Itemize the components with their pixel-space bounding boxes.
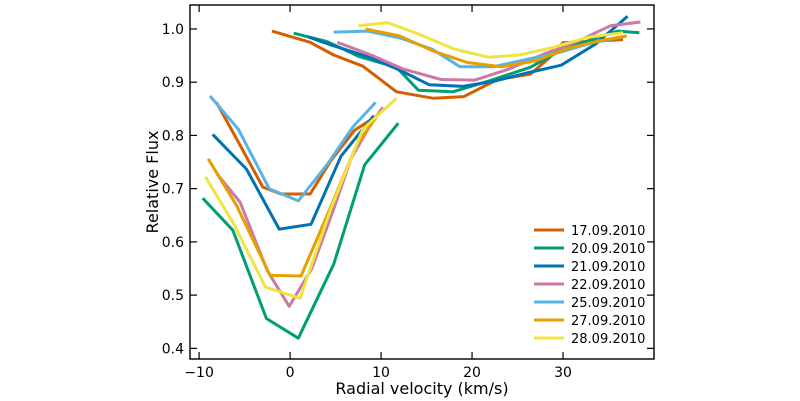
ticks-layer: −10 0 10 20 30 0.4 0.5 0.6 0.7 0.8 0.9 1.0 xyxy=(162,5,654,381)
x-tick-label: 10 xyxy=(372,365,390,381)
legend-label-4: 22.09.2010 xyxy=(571,278,645,293)
legend-label-6: 27.09.2010 xyxy=(571,314,645,329)
series-line-3-segment-1 xyxy=(211,114,375,231)
y-tick-label: 1.0 xyxy=(162,22,184,38)
plot-frame xyxy=(189,4,655,360)
x-tick-label: 0 xyxy=(286,365,295,381)
legend-label-7: 28.09.2010 xyxy=(571,332,645,347)
y-tick-label: 0.6 xyxy=(162,235,184,251)
y-tick-label: 0.8 xyxy=(162,128,184,144)
series-line-5-segment-1 xyxy=(208,95,377,203)
y-tick-label: 0.5 xyxy=(162,288,184,304)
series-line-6-segment-2 xyxy=(365,27,627,69)
y-tick-label: 0.4 xyxy=(162,341,184,357)
series-line-4-segment-2 xyxy=(336,20,641,82)
legend-label-2: 20.09.2010 xyxy=(571,242,645,257)
x-axis-label: Radial velocity (km/s) xyxy=(335,379,508,398)
series-line-7-segment-2 xyxy=(358,21,624,59)
series-line-7-segment-1 xyxy=(204,97,398,300)
legend-label-5: 25.09.2010 xyxy=(571,296,645,311)
y-tick-label: 0.7 xyxy=(162,182,184,198)
y-tick-label: 0.9 xyxy=(162,75,184,91)
y-axis-label: Relative Flux xyxy=(143,131,162,234)
x-tick-label: −10 xyxy=(184,365,214,381)
legend: 17.09.2010 20.09.2010 21.09.2010 22.09.2010… xyxy=(534,224,645,347)
series-line-1-segment-1 xyxy=(215,101,377,196)
series-line-3-segment-2 xyxy=(307,15,629,88)
x-tick-label: 30 xyxy=(554,365,572,381)
series-layer xyxy=(201,15,641,340)
legend-label-3: 21.09.2010 xyxy=(571,260,645,275)
series-line-2-segment-1 xyxy=(201,122,400,340)
legend-label-1: 17.09.2010 xyxy=(571,224,645,239)
x-tick-label: 20 xyxy=(463,365,481,381)
